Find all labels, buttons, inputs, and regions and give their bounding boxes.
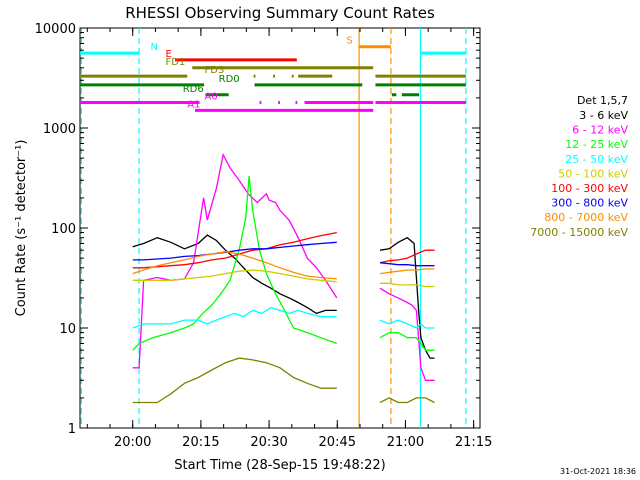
flag-s: S <box>346 36 391 49</box>
flag-n: N <box>80 42 466 55</box>
x-tick-label-2: 20:30 <box>250 435 287 450</box>
flag-fd3: FD3 <box>80 65 466 78</box>
count-rate-series <box>132 152 435 404</box>
flag-s-label: S <box>346 36 352 47</box>
legend-entry-3: 25 - 50 keV <box>565 153 628 166</box>
legend-entry-6: 300 - 800 keV <box>551 197 628 210</box>
y-tick-label-4: 10000 <box>35 22 76 37</box>
flag-a0-label: A0 <box>205 91 218 102</box>
legend-entry-7: 800 - 7000 keV <box>544 211 628 224</box>
x-tick-label-1: 20:15 <box>182 435 219 450</box>
flag-rd0-label: RD0 <box>219 74 240 85</box>
y-axis: 1 10 100 1000 10000 <box>35 22 480 437</box>
series-line-8 <box>132 357 435 404</box>
flag-e-label: E <box>165 49 171 60</box>
series-line-2 <box>132 176 435 351</box>
x-tick-label-3: 20:45 <box>319 435 356 450</box>
flag-a0: A0 <box>80 91 466 104</box>
flag-rd6: RD6 <box>183 84 420 97</box>
y-axis-label: Count Rate (s⁻¹ detector⁻¹) <box>14 140 29 317</box>
y-tick-label-1: 10 <box>59 322 76 337</box>
legend-entry-4: 50 - 100 keV <box>558 167 628 180</box>
flag-fd3-label: FD3 <box>205 65 225 76</box>
flag-fd1: FD1 <box>165 57 374 70</box>
series-line-5 <box>132 231 435 269</box>
series-line-0 <box>132 234 435 359</box>
footer-date: 31-Oct-2021 18:36 <box>560 467 636 476</box>
legend-entry-5: 100 - 300 keV <box>551 182 628 195</box>
flag-a1-label: A1 <box>187 99 200 110</box>
y-tick-label-0: 1 <box>68 422 76 437</box>
flag-rd0: RD0 <box>80 74 466 87</box>
legend-title: Det 1,5,7 <box>577 94 628 107</box>
series-line-3 <box>132 306 435 329</box>
x-tick-label-0: 20:00 <box>114 435 151 450</box>
x-tick-label-5: 21:15 <box>455 435 492 450</box>
flag-e: E <box>165 49 297 62</box>
legend-entry-8: 7000 - 15000 keV <box>530 226 628 239</box>
series-line-6 <box>132 241 435 267</box>
y-tick-label-2: 100 <box>51 222 76 237</box>
legend-entry-2: 12 - 25 keV <box>565 138 628 151</box>
x-axis: 20:00 20:15 20:30 20:45 21:00 21:15 <box>86 28 492 450</box>
legend-entry-1: 6 - 12 keV <box>572 124 628 137</box>
flag-n-label: N <box>150 42 157 53</box>
chart-title: RHESSI Observing Summary Count Rates <box>125 4 435 22</box>
legend-entry-0: 3 - 6 keV <box>579 109 628 122</box>
flag-rd6-label: RD6 <box>183 84 204 95</box>
series-line-4 <box>132 269 435 288</box>
y-tick-label-3: 1000 <box>43 122 76 137</box>
series-line-1 <box>132 152 435 381</box>
series-line-7 <box>132 251 435 280</box>
flag-a1: A1 <box>187 99 374 112</box>
x-tick-label-4: 21:00 <box>387 435 424 450</box>
x-axis-label: Start Time (28-Sep-15 19:48:22) <box>174 458 385 473</box>
flag-fd1-label: FD1 <box>165 57 185 68</box>
